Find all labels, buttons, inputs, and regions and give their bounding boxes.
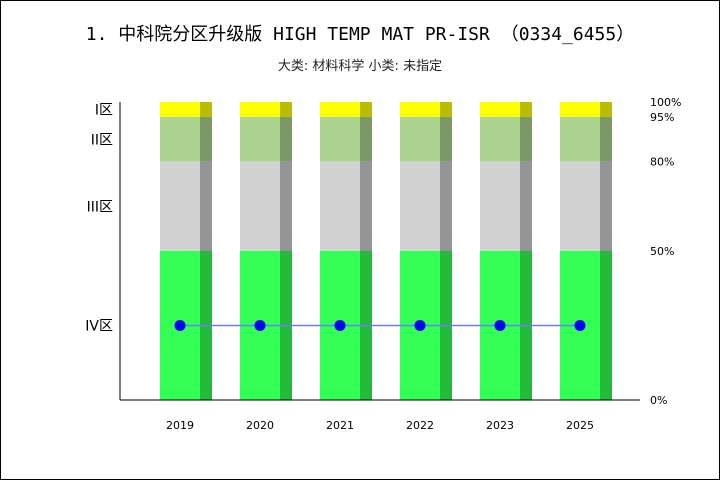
chart-title: 1. 中科院分区升级版 HIGH TEMP MAT PR-ISR （0334_6… xyxy=(85,24,635,45)
bar-2023-zone-3 xyxy=(480,102,520,117)
bar-2020-zone-2 xyxy=(240,116,280,162)
bar-shade-2021-zone-1 xyxy=(360,161,372,251)
bar-2022-zone-3 xyxy=(400,102,440,117)
series-point-2023 xyxy=(494,320,506,331)
series-point-2025 xyxy=(574,320,586,331)
zone-labels-group: IV区 III区 II区 I区 xyxy=(85,102,113,334)
x-tick-label-2022: 2022 xyxy=(406,419,434,432)
series-point-2020 xyxy=(254,320,266,331)
bar-shade-2021-zone-3 xyxy=(360,102,372,117)
percent-tick-2: 80% xyxy=(650,156,674,169)
x-tick-label-2020: 2020 xyxy=(246,419,274,432)
x-tick-label-2019: 2019 xyxy=(166,419,194,432)
bar-shade-2021-zone-2 xyxy=(360,116,372,162)
zone-label-2: II区 xyxy=(91,132,113,148)
zone-label-3: I区 xyxy=(95,102,113,118)
bar-shade-2019-zone-1 xyxy=(200,161,212,251)
bars-group xyxy=(160,102,612,400)
bar-2019-zone-2 xyxy=(160,116,200,162)
bar-2025-zone-2 xyxy=(560,116,600,162)
zone-label-1: III区 xyxy=(87,199,113,215)
bar-2021-zone-3 xyxy=(320,102,360,117)
bar-shade-2023-zone-1 xyxy=(520,161,532,251)
bar-shade-2025-zone-0 xyxy=(600,251,612,400)
series-group xyxy=(174,320,586,331)
percent-tick-0: 100% xyxy=(650,96,681,109)
bar-2025-zone-3 xyxy=(560,102,600,117)
bar-shade-2020-zone-3 xyxy=(280,102,292,117)
bar-2019-zone-3 xyxy=(160,102,200,117)
bar-2025-zone-1 xyxy=(560,161,600,251)
bar-shade-2020-zone-2 xyxy=(280,116,292,162)
percent-tick-1: 95% xyxy=(650,111,674,124)
bar-2022-zone-1 xyxy=(400,161,440,251)
bar-2020-zone-3 xyxy=(240,102,280,117)
bar-2023-zone-2 xyxy=(480,116,520,162)
chart-subtitle: 大类: 材料科学 小类: 未指定 xyxy=(277,59,443,74)
series-point-2021 xyxy=(334,320,346,331)
bar-2022-zone-2 xyxy=(400,116,440,162)
bar-2021-zone-2 xyxy=(320,116,360,162)
zone-label-0: IV区 xyxy=(85,319,113,335)
axes-group xyxy=(119,102,640,401)
bar-shade-2025-zone-2 xyxy=(600,116,612,162)
bar-shade-2025-zone-1 xyxy=(600,161,612,251)
percent-tick-3: 50% xyxy=(650,245,674,258)
bar-2021-zone-1 xyxy=(320,161,360,251)
x-tick-label-2025: 2025 xyxy=(566,419,594,432)
bar-2023-zone-1 xyxy=(480,161,520,251)
percent-tick-4: 0% xyxy=(650,394,667,407)
x-tick-label-2021: 2021 xyxy=(326,419,354,432)
x-tick-label-2023: 2023 xyxy=(486,419,514,432)
bar-shade-2025-zone-3 xyxy=(600,102,612,117)
percent-labels-group: 100% 95% 80% 50% 0% xyxy=(650,96,681,407)
x-labels-group: 2019 2020 2021 2022 2023 2025 xyxy=(166,419,594,432)
bar-2019-zone-1 xyxy=(160,161,200,251)
bar-shade-2019-zone-2 xyxy=(200,116,212,162)
bar-shade-2022-zone-3 xyxy=(440,102,452,117)
bar-shade-2022-zone-1 xyxy=(440,161,452,251)
bar-shade-2023-zone-2 xyxy=(520,116,532,162)
bar-shade-2020-zone-1 xyxy=(280,161,292,251)
bar-2020-zone-1 xyxy=(240,161,280,251)
series-point-2019 xyxy=(174,320,186,331)
series-point-2022 xyxy=(414,320,426,331)
bar-shade-2022-zone-2 xyxy=(440,116,452,162)
bar-shade-2019-zone-3 xyxy=(200,102,212,117)
bar-shade-2023-zone-3 xyxy=(520,102,532,117)
